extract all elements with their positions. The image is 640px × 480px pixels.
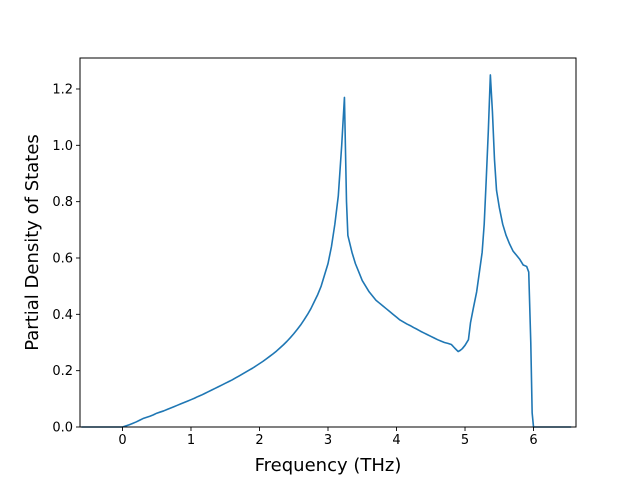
x-tick-label: 0 bbox=[118, 433, 126, 448]
y-tick-label: 1.2 bbox=[52, 82, 73, 97]
y-tick-label: 0.6 bbox=[52, 251, 73, 266]
x-tick-label: 4 bbox=[392, 433, 400, 448]
y-axis-label: Partial Density of States bbox=[22, 134, 43, 351]
y-tick-label: 0.8 bbox=[52, 195, 73, 210]
y-tick-label: 0.0 bbox=[52, 421, 73, 436]
x-tick-label: 5 bbox=[461, 433, 469, 448]
y-tick-label: 0.4 bbox=[52, 308, 73, 323]
series-line-0 bbox=[81, 74, 572, 428]
x-tick-label: 1 bbox=[187, 433, 195, 448]
x-tick-label: 6 bbox=[529, 433, 537, 448]
x-axis-ticks: 0 1 2 3 4 5 6 bbox=[118, 427, 538, 448]
y-tick-label: 1.0 bbox=[52, 139, 73, 154]
plot-frame bbox=[79, 57, 577, 428]
y-tick-label: 0.2 bbox=[52, 364, 73, 379]
series-layer bbox=[81, 74, 572, 428]
y-axis-ticks: 0.0 0.2 0.4 0.6 0.8 1.0 1.2 bbox=[52, 82, 80, 436]
x-tick-label: 2 bbox=[255, 433, 263, 448]
x-axis-label: Frequency (THz) bbox=[255, 455, 402, 476]
x-tick-label: 3 bbox=[324, 433, 332, 448]
